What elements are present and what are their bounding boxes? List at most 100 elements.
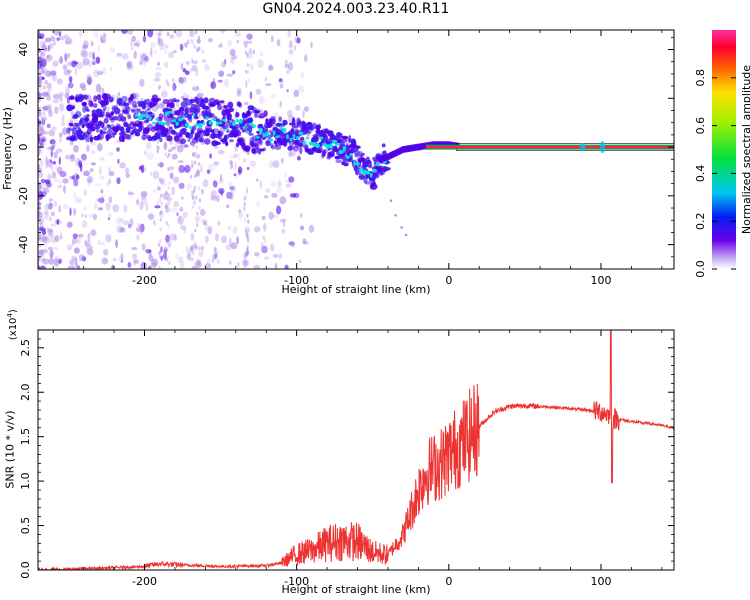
spectrogram-cell — [38, 266, 41, 269]
spectrogram-cell — [196, 38, 201, 44]
spectrogram-cell — [192, 200, 196, 206]
spectrogram-cell — [73, 179, 79, 187]
spectrogram-cell — [226, 127, 229, 131]
spectrogram-cell — [177, 216, 184, 225]
spectrogram-cell — [38, 202, 41, 207]
spectrogram-cell — [69, 140, 74, 146]
spectrogram-cell — [133, 257, 137, 267]
spectrogram-cell — [64, 37, 72, 45]
spectrogram-cell — [298, 259, 302, 264]
spectrogram-cell — [168, 239, 172, 248]
spectrogram-cell — [150, 171, 153, 176]
spectrogram-cell — [191, 163, 194, 168]
spectrogram-cell — [237, 166, 243, 174]
spectrogram-cell — [195, 223, 199, 228]
spectrogram-cell — [73, 61, 79, 65]
spectrogram-cell — [76, 265, 81, 269]
spectrogram-cell — [42, 85, 48, 90]
spectrogram-cell — [245, 80, 248, 88]
y-tick-label: 20 — [17, 91, 30, 105]
spectrogram-cell — [235, 119, 239, 123]
spectrogram-cell — [125, 106, 131, 113]
spectrogram-cell — [83, 40, 89, 49]
spectrogram-cell — [55, 148, 63, 153]
colorbar-tick-label: 0.8 — [694, 69, 707, 87]
spectrogram-cell — [161, 121, 167, 126]
spectrogram-cell — [211, 254, 215, 264]
spectrogram-cell — [230, 242, 238, 250]
spectrogram-cell — [175, 253, 178, 260]
spectrogram-cell — [47, 174, 53, 180]
spectrogram-cell — [304, 130, 312, 134]
spectrogram-cell — [48, 216, 52, 222]
spectrogram-cell — [164, 141, 167, 146]
spectrogram-cell — [209, 113, 215, 118]
x-tick-label: -100 — [284, 274, 309, 287]
spectrogram-cell — [202, 179, 209, 188]
spectrogram-cell — [42, 105, 49, 111]
spectrogram-cell — [265, 188, 271, 193]
spectrogram-cell — [258, 139, 263, 146]
snr-x-axis-label: Height of straight line (km) — [281, 583, 431, 596]
spectrogram-cell — [38, 255, 41, 262]
spectrogram-cell — [95, 83, 102, 93]
spectrogram-cell — [288, 176, 295, 183]
spectrogram-cell — [59, 171, 67, 178]
spectrogram-cell — [191, 125, 196, 131]
spectrogram-cell — [296, 37, 301, 44]
spectrogram-cell — [171, 131, 178, 135]
spectrogram-cell — [213, 246, 217, 252]
spectrogram-cell — [345, 142, 349, 150]
spectrogram-cell — [88, 51, 94, 58]
spectrogram-cell — [191, 152, 195, 157]
spectrogram-cell — [70, 110, 74, 116]
spectrogram-cell — [297, 143, 304, 147]
spectrogram-cell — [38, 118, 41, 126]
spectrogram-cell — [267, 64, 274, 71]
spectrogram-cell — [226, 73, 234, 77]
spectrogram-cell — [54, 106, 59, 115]
spectrogram-cell — [73, 247, 80, 254]
spectrogram-cell — [256, 178, 259, 182]
spectrogram-cell — [59, 93, 63, 102]
spectrogram-cell — [140, 192, 147, 200]
spectrogram-cell — [154, 100, 159, 106]
spectrogram-cell — [217, 79, 223, 83]
spectrogram-cell — [137, 108, 141, 112]
spectrogram-cell — [38, 200, 43, 205]
spectrogram-cell — [302, 110, 305, 118]
spectrogram-cell — [154, 72, 162, 79]
spectrogram-cell — [171, 146, 177, 150]
spectrogram-cell — [290, 128, 295, 135]
spectrogram-cell — [258, 123, 264, 129]
spectrogram-cell — [42, 258, 49, 265]
spectrogram-cell — [205, 235, 209, 244]
spectrogram-cell — [119, 126, 125, 132]
spectrogram-cell — [244, 50, 248, 55]
spectrogram-cell — [56, 78, 64, 85]
spectrogram-cell — [389, 199, 393, 202]
spectrogram-cell — [39, 42, 43, 49]
spectrogram-cell — [271, 35, 274, 43]
spectrogram-cell — [129, 218, 134, 227]
spectrogram-cell — [317, 123, 322, 130]
spectrogram-cell — [192, 113, 195, 117]
spectrogram-cell — [68, 222, 74, 227]
spectrogram-cell — [63, 204, 69, 210]
spectrogram-cell — [139, 78, 145, 88]
spectrogram-cell — [288, 40, 293, 49]
spectrogram-cell — [183, 228, 187, 234]
spectrogram-cell — [284, 64, 289, 69]
spectrogram-cell — [288, 49, 294, 55]
spectrogram-cell — [159, 46, 163, 51]
spectrogram-cell — [195, 123, 200, 127]
spectrogram-cell — [234, 161, 237, 170]
spectrogram-cell — [177, 216, 182, 223]
spectrogram-cell — [246, 245, 249, 250]
spectrogram-cell — [160, 179, 163, 183]
spectrogram-cell — [43, 187, 49, 194]
spectrogram-cell — [194, 160, 197, 165]
spectrogram-cell — [103, 117, 109, 124]
spectrogram-cell — [123, 204, 128, 213]
spectrogram-cell — [173, 99, 180, 103]
